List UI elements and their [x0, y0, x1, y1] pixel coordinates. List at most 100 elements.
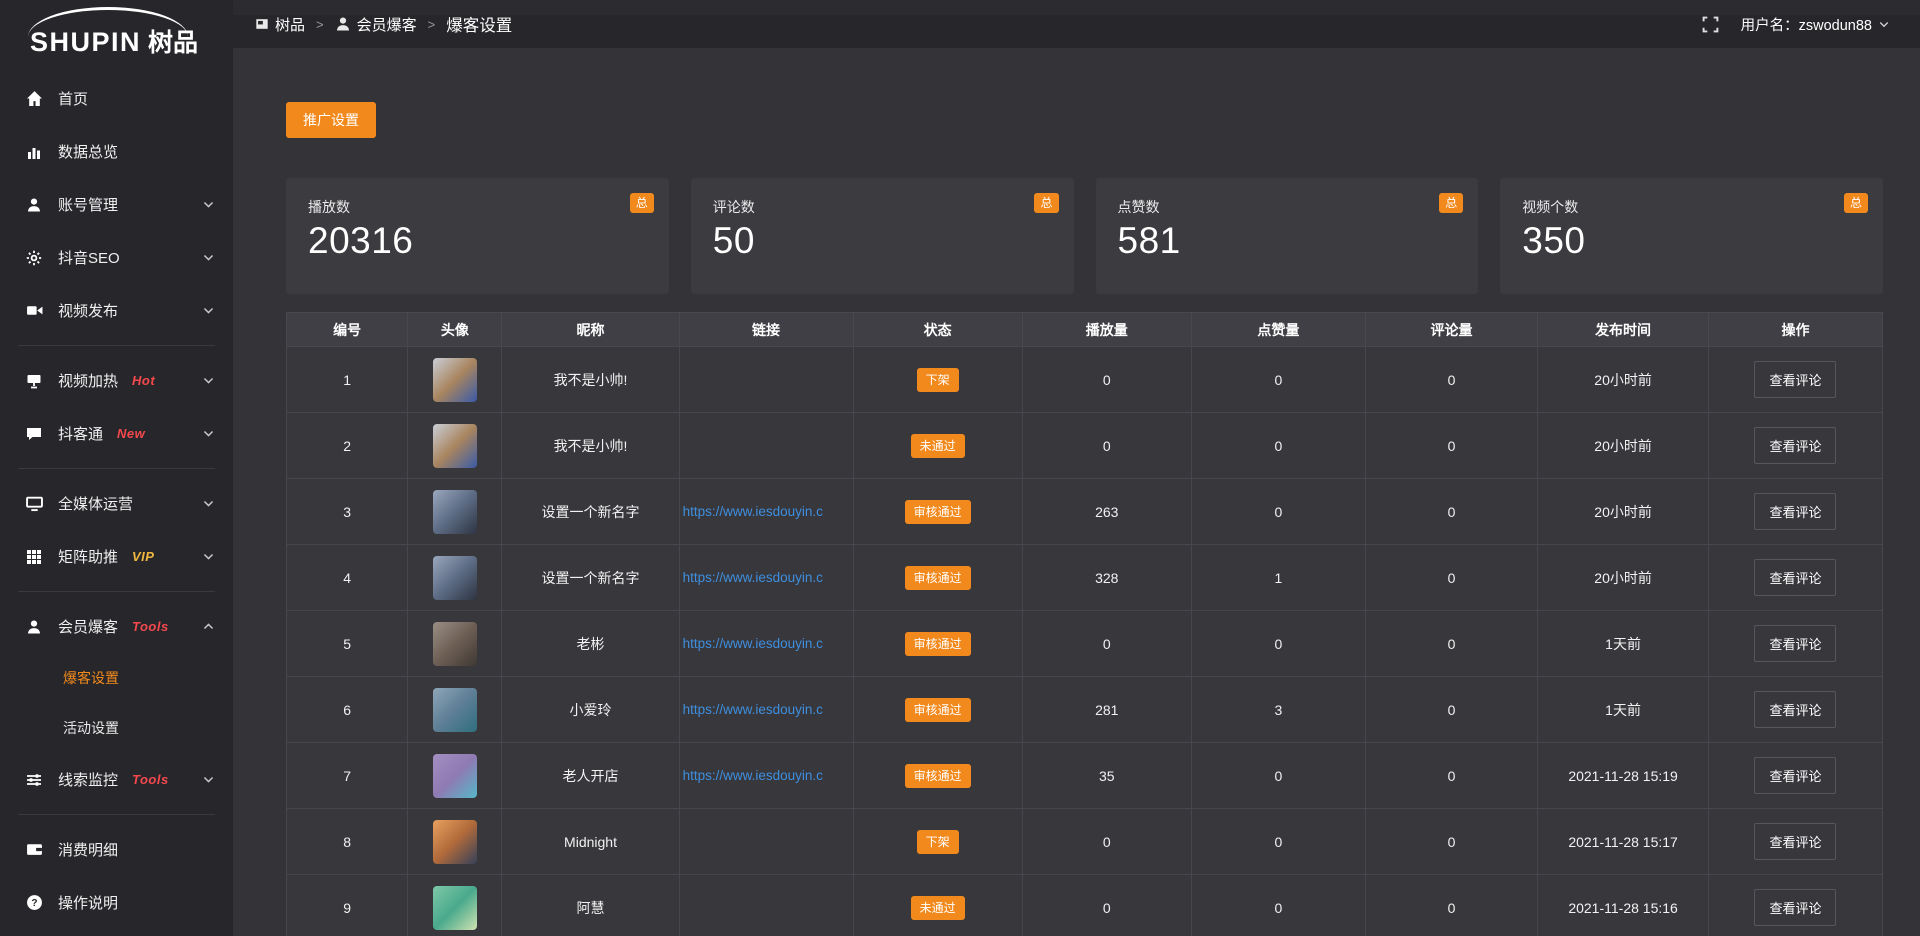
- cell-comments: 0: [1364, 874, 1539, 936]
- cell-comments: 0: [1364, 808, 1539, 875]
- cell-publish-time: 20小时前: [1537, 544, 1709, 611]
- sidebar-item-全媒体运营[interactable]: 全媒体运营: [0, 477, 233, 530]
- profile-link[interactable]: https://www.iesdouyin.c: [682, 702, 823, 717]
- sidebar-item-抖客通[interactable]: 抖客通 New: [0, 407, 233, 460]
- table-row: 8 Midnight 下架 0 0 0 2021-11-28 15:17 查看评论: [285, 808, 1884, 875]
- cell-status: 审核通过: [852, 544, 1023, 611]
- sidebar-item-矩阵助推[interactable]: 矩阵助推 VIP: [0, 530, 233, 583]
- sidebar-item-badge: VIP: [132, 549, 155, 564]
- view-comments-button[interactable]: 查看评论: [1754, 691, 1837, 728]
- user-menu[interactable]: 用户名：zswodun88: [1741, 14, 1890, 35]
- stat-value: 20316: [308, 220, 414, 261]
- table-row: 4 设置一个新名字 https://www.iesdouyin.c 审核通过 328 1 0…: [285, 544, 1884, 611]
- promo-settings-button[interactable]: 推广设置: [286, 102, 376, 138]
- view-comments-button[interactable]: 查看评论: [1754, 625, 1837, 662]
- chevron-down-icon: [1878, 18, 1890, 30]
- avatar: [432, 753, 477, 798]
- profile-link[interactable]: https://www.iesdouyin.c: [682, 768, 823, 783]
- cell-comments: 0: [1364, 346, 1539, 413]
- cell-avatar: [407, 478, 503, 545]
- profile-link[interactable]: https://www.iesdouyin.c: [682, 570, 823, 585]
- cell-avatar: [407, 874, 503, 936]
- sidebar-item-label: 抖客通: [58, 426, 104, 443]
- sidebar-divider: [18, 345, 215, 346]
- sidebar-item-抖音SEO[interactable]: 抖音SEO: [0, 231, 233, 284]
- sidebar-item-label: 操作说明: [58, 895, 119, 912]
- cell-link: https://www.iesdouyin.c: [678, 742, 854, 809]
- sidebar-item-数据总览[interactable]: 数据总览: [0, 125, 233, 178]
- breadcrumb-label: 会员爆客: [356, 16, 417, 34]
- cell-status: 审核通过: [852, 478, 1023, 545]
- cell-plays: 263: [1021, 478, 1192, 545]
- sidebar-item-会员爆客[interactable]: 会员爆客 Tools: [0, 600, 233, 653]
- grid-icon: [25, 548, 43, 566]
- stat-total-badge: 总: [629, 193, 654, 213]
- column-header-头像: 头像: [407, 312, 503, 347]
- cell-avatar: [407, 742, 503, 809]
- sidebar-item-操作说明[interactable]: ? 操作说明: [0, 876, 233, 929]
- table-row: 9 阿慧 未通过 0 0 0 2021-11-28 15:16 查看评论: [285, 874, 1884, 936]
- view-comments-button[interactable]: 查看评论: [1754, 889, 1837, 926]
- app-logo[interactable]: SHUPIN 树品: [28, 7, 200, 62]
- profile-link[interactable]: https://www.iesdouyin.c: [682, 636, 823, 651]
- cell-comments: 0: [1364, 676, 1539, 743]
- sidebar-item-线索监控[interactable]: 线索监控 Tools: [0, 753, 233, 806]
- sidebar-item-首页[interactable]: 首页: [0, 72, 233, 125]
- cell-id: 7: [285, 742, 409, 809]
- view-comments-button[interactable]: 查看评论: [1754, 559, 1837, 596]
- chevron-down-icon: [202, 374, 215, 387]
- breadcrumb-item-会员爆客[interactable]: 会员爆客: [335, 14, 417, 35]
- svg-text:?: ?: [31, 898, 37, 909]
- user-icon: [25, 196, 43, 214]
- stat-cards: 播放数 20316 总 评论数 50 总 点赞数 581 总 视频个数 350 总: [286, 178, 1883, 294]
- status-badge: 审核通过: [904, 499, 971, 524]
- column-header-链接: 链接: [678, 312, 854, 347]
- view-comments-button[interactable]: 查看评论: [1754, 493, 1837, 530]
- stat-value: 350: [1522, 220, 1586, 261]
- bar-chart-icon: [25, 143, 43, 161]
- table-header-row: 编号 头像 昵称 链接 状态 播放量 点赞量 评论量 发布时间 操作: [285, 312, 1884, 347]
- sidebar-item-badge: Hot: [132, 373, 156, 388]
- cell-nickname: 老彬: [501, 610, 680, 677]
- chevron-down-icon: [202, 427, 215, 440]
- view-comments-button[interactable]: 查看评论: [1754, 361, 1837, 398]
- cell-action: 查看评论: [1707, 742, 1884, 809]
- profile-link[interactable]: https://www.iesdouyin.c: [682, 504, 823, 519]
- breadcrumb-separator: >: [427, 16, 436, 32]
- cell-link: https://www.iesdouyin.c: [678, 676, 854, 743]
- username-label: 用户名：zswodun88: [1740, 17, 1872, 34]
- avatar: [432, 555, 477, 600]
- sidebar-divider: [18, 591, 215, 592]
- sidebar-item-消费明细[interactable]: 消费明细: [0, 823, 233, 876]
- cell-publish-time: 2021-11-28 15:16: [1537, 874, 1709, 936]
- view-comments-button[interactable]: 查看评论: [1754, 823, 1837, 860]
- cell-id: 1: [285, 346, 409, 413]
- breadcrumb: 树品 > 会员爆客 > 爆客设置: [255, 12, 512, 36]
- sidebar-item-badge: New: [117, 426, 146, 441]
- sidebar-item-视频发布[interactable]: 视频发布: [0, 284, 233, 337]
- breadcrumb-separator: >: [316, 16, 324, 32]
- view-comments-button[interactable]: 查看评论: [1754, 757, 1837, 794]
- sidebar-subitem-爆客设置[interactable]: 爆客设置: [63, 670, 119, 686]
- breadcrumb-item-树品[interactable]: 树品: [255, 14, 305, 35]
- cell-publish-time: 1天前: [1537, 610, 1709, 677]
- chevron-down-icon: [202, 304, 215, 317]
- fullscreen-icon[interactable]: [1702, 16, 1719, 33]
- sidebar-item-label: 账号管理: [58, 197, 119, 214]
- sidebar-item-视频加热[interactable]: 视频加热 Hot: [0, 354, 233, 407]
- cell-avatar: [407, 808, 503, 875]
- view-comments-button[interactable]: 查看评论: [1754, 427, 1837, 464]
- cell-likes: 0: [1190, 742, 1366, 809]
- stat-total-badge: 总: [1034, 193, 1059, 213]
- monitor-icon: [25, 495, 43, 513]
- sidebar-subitem-活动设置[interactable]: 活动设置: [63, 720, 119, 736]
- stat-card-评论数: 评论数 50 总: [690, 178, 1074, 294]
- cell-likes: 1: [1190, 544, 1366, 611]
- home-icon: [25, 90, 43, 108]
- chat-icon: [25, 425, 43, 443]
- breadcrumb-item-爆客设置[interactable]: 爆客设置: [446, 12, 512, 36]
- sidebar-nav: 首页 数据总览账号管理抖音SEO 视频发布视频加热 Hot 抖客通 New 全媒体运营 矩阵助…: [0, 72, 233, 929]
- user-icon: [25, 618, 43, 636]
- sidebar-item-账号管理[interactable]: 账号管理: [0, 178, 233, 231]
- cell-id: 5: [285, 610, 409, 677]
